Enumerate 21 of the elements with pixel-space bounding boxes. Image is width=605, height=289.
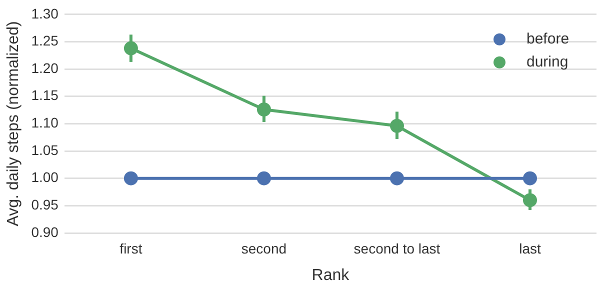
point: [390, 171, 404, 186]
y-axis-title: Avg. daily steps (normalized): [5, 21, 22, 226]
point: [522, 171, 537, 186]
x-tick-label: second: [241, 240, 287, 256]
y-tick-label: 1.10: [31, 114, 59, 131]
x-tick-label: first: [120, 240, 142, 256]
legend-label: during: [526, 54, 568, 71]
point: [256, 171, 271, 186]
y-tick-label: 1.20: [31, 60, 59, 76]
x-tick-label: second to last: [354, 240, 440, 256]
y-tick-label: 1.00: [31, 169, 59, 186]
legend-label: before: [526, 30, 570, 48]
y-tick-label: 1.30: [31, 5, 59, 22]
x-tick-label: last: [519, 240, 541, 256]
y-tick-label: 1.05: [31, 142, 59, 158]
x-axis-title: Rank: [312, 266, 350, 284]
point: [124, 171, 138, 186]
y-tick-label: 1.15: [31, 87, 59, 104]
y-tick-label: 0.95: [31, 196, 59, 213]
y-tick-label: 0.90: [31, 224, 59, 240]
y-tick-label: 1.25: [31, 32, 59, 49]
